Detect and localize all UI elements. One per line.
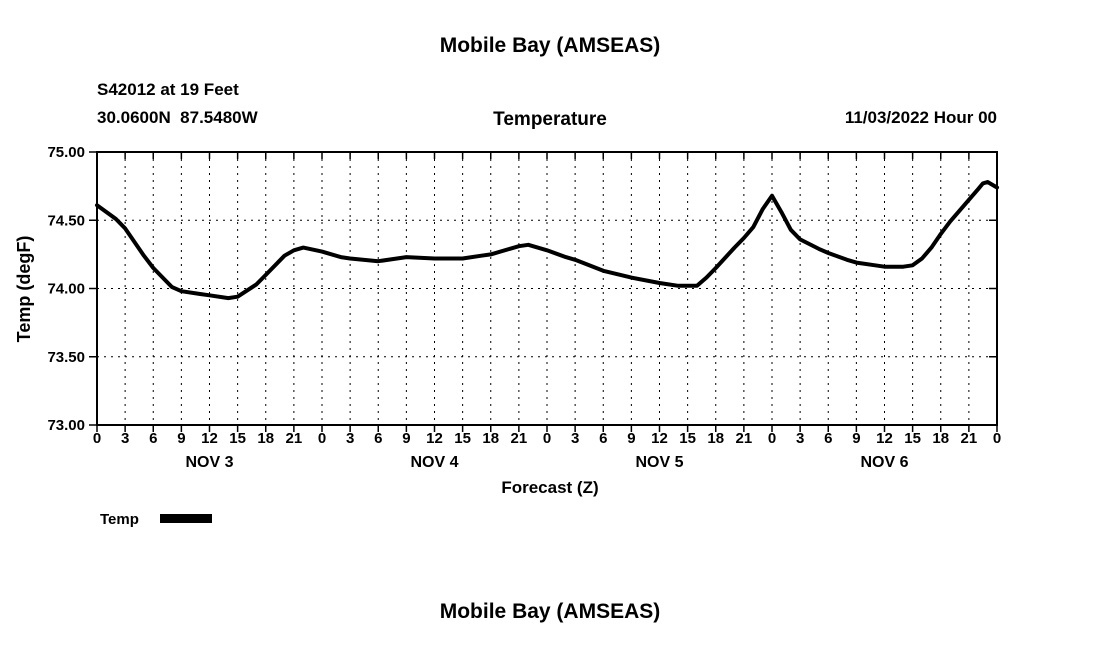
x-tick-label: 9 xyxy=(852,430,860,447)
x-tick-label: 12 xyxy=(876,430,893,447)
x-tick-label: 3 xyxy=(571,430,579,447)
plot-border xyxy=(96,151,998,426)
x-axis-label: Forecast (Z) xyxy=(501,478,598,497)
x-tick-label: 18 xyxy=(482,430,499,447)
x-tick-label: 15 xyxy=(454,430,471,447)
station-id: S42012 at 19 Feet xyxy=(97,80,239,99)
day-label: NOV 4 xyxy=(410,454,458,471)
day-label: NOV 6 xyxy=(860,454,908,471)
plot-area: 0 3 6 9 12 15 18 21 0 3 6 9 12 15 18 21 0 3 6 9 12 15 18 21 0 3 6 9… xyxy=(47,144,1001,471)
x-tick-label: 18 xyxy=(257,430,274,447)
day-label: NOV 3 xyxy=(185,454,233,471)
chart-subtitle: Temperature xyxy=(493,109,607,130)
x-tick-label: 15 xyxy=(904,430,921,447)
x-tick-label: 0 xyxy=(543,430,551,447)
chart-title: Mobile Bay (AMSEAS) xyxy=(440,34,661,57)
second-chart-title: Mobile Bay (AMSEAS) xyxy=(440,600,661,623)
legend-line-sample xyxy=(160,514,212,523)
x-tick-label: 6 xyxy=(824,430,832,447)
x-tick-label: 15 xyxy=(229,430,246,447)
day-label: NOV 5 xyxy=(635,454,683,471)
y-tick-label: 73.50 xyxy=(47,349,85,366)
x-tick-label: 12 xyxy=(426,430,443,447)
legend-label: Temp xyxy=(100,511,139,528)
x-tick-label: 18 xyxy=(932,430,949,447)
x-tick-label: 15 xyxy=(679,430,696,447)
x-tick-label: 0 xyxy=(318,430,326,447)
x-tick-label: 6 xyxy=(374,430,382,447)
forecast-datetime: 11/03/2022 Hour 00 xyxy=(845,108,997,127)
x-tick-label: 3 xyxy=(796,430,804,447)
x-tick-label: 0 xyxy=(768,430,776,447)
x-tick-label: 21 xyxy=(286,430,303,447)
x-tick-label: 9 xyxy=(627,430,635,447)
x-tick-label: 12 xyxy=(651,430,668,447)
x-tick-label: 21 xyxy=(736,430,753,447)
x-tick-label: 9 xyxy=(177,430,185,447)
x-tick-label: 3 xyxy=(121,430,129,447)
temp-line xyxy=(95,180,999,301)
x-tick-label: 21 xyxy=(961,430,978,447)
y-tick-label: 75.00 xyxy=(47,144,85,161)
x-tick-label: 21 xyxy=(511,430,528,447)
x-tick-label: 6 xyxy=(599,430,607,447)
x-tick-label: 18 xyxy=(707,430,724,447)
y-tick-label: 74.00 xyxy=(47,281,85,298)
station-coordinates: 30.0600N 87.5480W xyxy=(97,108,259,127)
y-tick-label: 74.50 xyxy=(47,212,85,229)
x-tick-label: 0 xyxy=(993,430,1001,447)
y-tick-label: 73.00 xyxy=(47,417,85,434)
x-tick-label: 6 xyxy=(149,430,157,447)
x-tick-label: 9 xyxy=(402,430,410,447)
x-tick-label: 0 xyxy=(93,430,101,447)
x-tick-label: 3 xyxy=(346,430,354,447)
x-tick-label: 12 xyxy=(201,430,218,447)
y-axis-label: Temp (degF) xyxy=(14,236,34,343)
